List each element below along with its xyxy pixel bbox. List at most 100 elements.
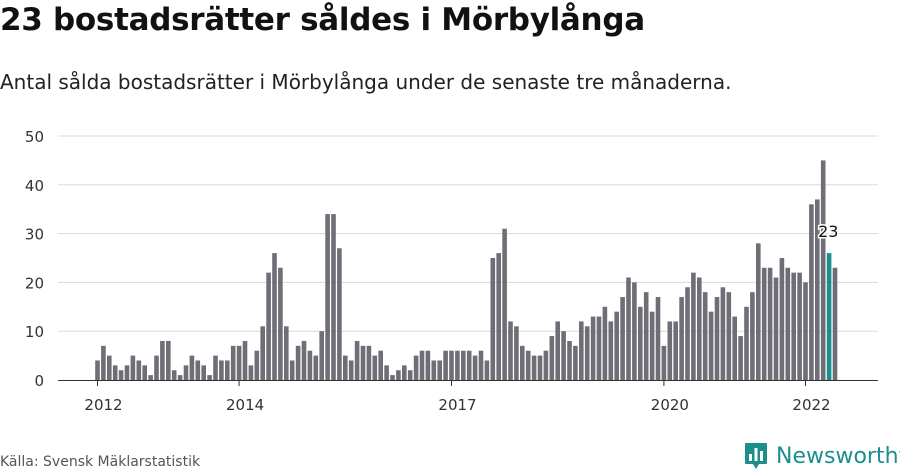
bar xyxy=(779,258,785,380)
bar xyxy=(466,350,472,380)
bar xyxy=(160,340,165,380)
bar xyxy=(614,311,619,380)
bar xyxy=(649,311,655,380)
bar xyxy=(419,350,425,380)
bar xyxy=(325,214,330,380)
bar xyxy=(815,199,820,380)
bar xyxy=(348,360,354,380)
bar xyxy=(343,355,348,380)
bar xyxy=(112,365,118,380)
bar xyxy=(531,355,537,380)
bar xyxy=(289,360,295,380)
bar xyxy=(313,355,319,380)
bar xyxy=(248,365,254,380)
bar xyxy=(177,375,183,380)
bar xyxy=(384,365,389,380)
bar xyxy=(478,350,484,380)
bar xyxy=(520,345,525,380)
bar xyxy=(832,267,838,380)
bar xyxy=(508,321,513,380)
bar xyxy=(319,331,324,380)
bar xyxy=(390,375,395,380)
y-tick-label: 20 xyxy=(25,274,44,292)
bar xyxy=(490,258,496,380)
bar xyxy=(142,365,147,380)
bar xyxy=(803,282,808,380)
bar xyxy=(708,311,714,380)
bar xyxy=(230,345,236,380)
x-tick-label: 2022 xyxy=(792,396,830,414)
x-tick-label: 2020 xyxy=(651,396,689,414)
bar xyxy=(761,267,767,380)
chart-subtitle: Antal sålda bostadsrätter i Mörbylånga u… xyxy=(0,70,732,94)
bar xyxy=(773,277,779,380)
y-tick-label: 10 xyxy=(25,323,44,341)
bar xyxy=(183,365,189,380)
bar xyxy=(455,350,460,380)
bar xyxy=(461,350,466,380)
bar xyxy=(608,321,614,380)
bar xyxy=(366,345,372,380)
y-tick-label: 40 xyxy=(25,177,44,195)
y-axis-tick-labels: 0 10 20 30 40 50 xyxy=(25,128,44,390)
x-tick-label: 2014 xyxy=(226,396,264,414)
bar xyxy=(107,355,112,380)
bar xyxy=(413,355,419,380)
bar xyxy=(266,272,271,380)
bar xyxy=(425,350,431,380)
bar xyxy=(130,355,136,380)
bar xyxy=(378,350,383,380)
bar xyxy=(301,340,307,380)
bar xyxy=(189,355,195,380)
x-tick-label: 2017 xyxy=(438,396,476,414)
bar xyxy=(195,360,201,380)
bar xyxy=(171,370,177,380)
bar xyxy=(278,267,283,380)
bar xyxy=(632,282,637,380)
bar xyxy=(673,321,678,380)
bar xyxy=(679,297,684,380)
newsworthy-brand[interactable]: Newsworthy xyxy=(744,440,900,472)
y-tick-label: 50 xyxy=(25,128,44,146)
bar xyxy=(307,350,313,380)
bar xyxy=(242,340,248,380)
bar xyxy=(767,267,773,380)
bar xyxy=(596,316,602,380)
bar xyxy=(484,360,490,380)
bar xyxy=(561,331,566,380)
y-tick-label: 0 xyxy=(34,372,44,390)
bar xyxy=(154,355,159,380)
bar-chart: 0 10 20 30 40 50 2012 2014 2017 2020 2022 23 xyxy=(25,128,878,414)
bar xyxy=(714,297,720,380)
highlight-data-label: 23 xyxy=(818,222,838,241)
bar xyxy=(219,360,224,380)
bar xyxy=(124,365,130,380)
bar xyxy=(732,316,737,380)
bar xyxy=(643,292,649,380)
bar-highlight xyxy=(826,253,832,380)
bar xyxy=(166,340,171,380)
bar xyxy=(655,297,661,380)
bar xyxy=(472,355,478,380)
bar xyxy=(254,350,260,380)
bar xyxy=(626,277,631,380)
bar xyxy=(525,350,531,380)
bar xyxy=(785,267,791,380)
bar xyxy=(797,272,802,380)
bar xyxy=(549,336,555,380)
brand-name: Newsworthy xyxy=(776,443,900,469)
bar xyxy=(402,365,407,380)
bar xyxy=(201,365,206,380)
bar xyxy=(437,360,442,380)
bar xyxy=(496,253,501,380)
bar xyxy=(207,375,212,380)
bar xyxy=(272,253,277,380)
bar xyxy=(638,306,643,380)
bar xyxy=(213,355,218,380)
gridlines xyxy=(58,135,878,332)
bar xyxy=(236,345,242,380)
bar xyxy=(331,214,336,380)
bar xyxy=(744,306,749,380)
bar xyxy=(337,248,342,380)
data-labels: 23 xyxy=(817,221,840,243)
